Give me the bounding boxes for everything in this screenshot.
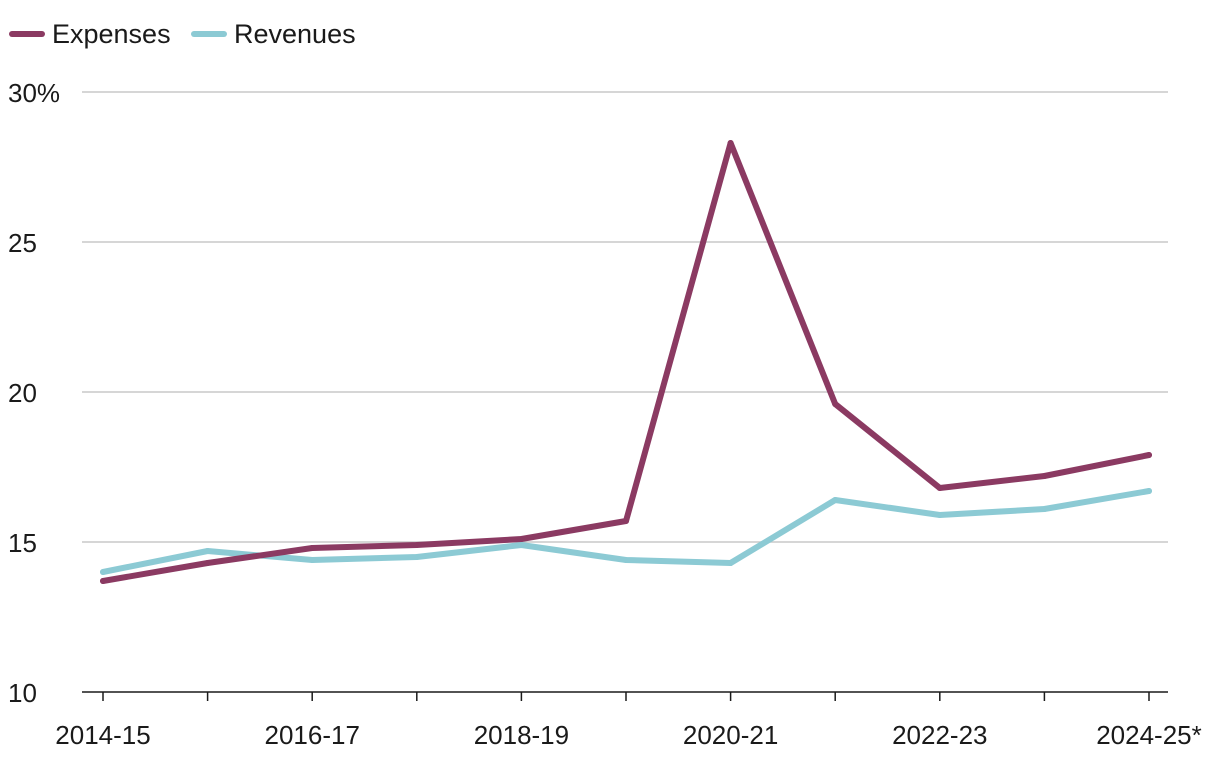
data-point-revenues-2018-19 bbox=[518, 542, 525, 548]
y-tick-label-10: 10 bbox=[8, 678, 37, 708]
x-tick-label-2024-25*: 2024-25* bbox=[1096, 720, 1202, 750]
y-tick-label-30: 30% bbox=[8, 78, 60, 108]
gridlines bbox=[82, 91, 1168, 543]
data-point-revenues-2024-25* bbox=[1146, 488, 1152, 494]
y-tick-label-20: 20 bbox=[8, 378, 37, 408]
data-point-expenses-2017-18 bbox=[413, 542, 420, 548]
y-tick-label-25: 25 bbox=[8, 228, 37, 258]
x-tick-label-2018-19: 2018-19 bbox=[474, 720, 569, 750]
data-point-expenses-2021-22 bbox=[832, 401, 839, 407]
data-point-expenses-2024-25* bbox=[1146, 452, 1152, 458]
x-tick-label-2022-23: 2022-23 bbox=[892, 720, 987, 750]
data-point-expenses-2016-17 bbox=[309, 545, 316, 551]
data-point-expenses-2019-20 bbox=[623, 518, 629, 524]
legend: Expenses Revenues bbox=[9, 19, 356, 49]
series-line-expenses bbox=[100, 140, 1152, 584]
data-point-expenses-2014-15 bbox=[100, 578, 106, 584]
data-point-expenses-2023-24 bbox=[1041, 473, 1048, 479]
data-point-expenses-2015-16 bbox=[204, 560, 211, 566]
legend-label-expenses: Expenses bbox=[52, 19, 171, 49]
data-point-revenues-2017-18 bbox=[413, 554, 420, 560]
data-point-revenues-2019-20 bbox=[623, 557, 629, 563]
data-point-expenses-2018-19 bbox=[518, 536, 525, 542]
data-point-revenues-2020-21 bbox=[727, 560, 734, 566]
data-point-expenses-2020-21 bbox=[727, 140, 734, 146]
data-point-revenues-2016-17 bbox=[309, 557, 316, 563]
legend-label-revenues: Revenues bbox=[234, 19, 356, 49]
x-tick-label-2016-17: 2016-17 bbox=[264, 720, 359, 750]
data-point-revenues-2021-22 bbox=[832, 497, 839, 503]
data-point-revenues-2015-16 bbox=[204, 548, 211, 554]
x-tick-label-2020-21: 2020-21 bbox=[683, 720, 778, 750]
x-axis: 2014-15 2016-17 2018-19 2020-21 2022-23 2024-… bbox=[55, 691, 1202, 750]
data-point-expenses-2022-23 bbox=[936, 485, 943, 491]
data-point-revenues-2023-24 bbox=[1041, 506, 1048, 512]
data-point-revenues-2014-15 bbox=[100, 569, 106, 575]
series-group bbox=[100, 140, 1152, 584]
x-tick-label-2014-15: 2014-15 bbox=[55, 720, 150, 750]
y-axis: 10 15 20 25 30% bbox=[8, 78, 60, 708]
data-point-revenues-2022-23 bbox=[936, 512, 943, 518]
y-tick-label-15: 15 bbox=[8, 528, 37, 558]
